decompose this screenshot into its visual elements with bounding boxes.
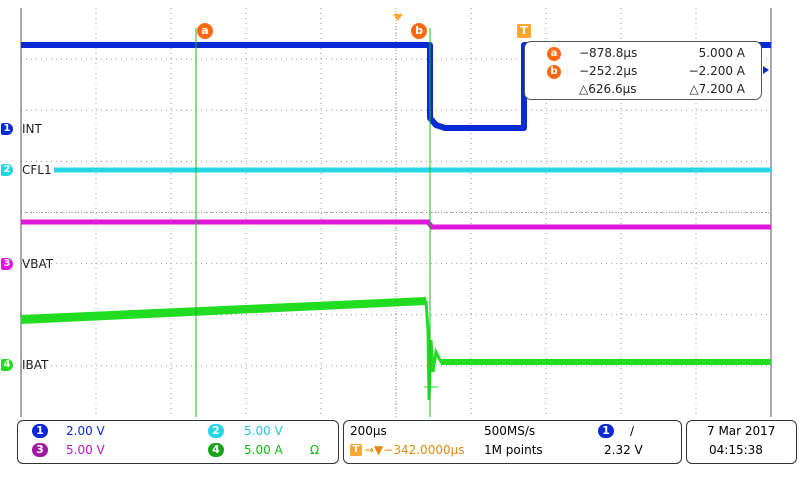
date: 7 Mar 2017 — [707, 424, 776, 438]
timebase-value: 200µs — [350, 424, 387, 438]
trace-ch4-ibat-step — [424, 300, 771, 401]
ch4-scale: 5.00 A — [244, 443, 283, 457]
cursor-a-tag[interactable]: a — [197, 23, 213, 39]
readout-row-a: a −878.8µs 5.000 A — [525, 46, 761, 64]
ch3-scale: 5.00 V — [66, 443, 105, 457]
channel-3-label: VBAT — [22, 257, 54, 271]
sample-rate: 500MS/s — [484, 424, 536, 438]
oscilloscope-display: a b T 1 INT 2 CFL1 3 VBAT 4 IBAT a −878.… — [1, 8, 772, 417]
channel-2-label: CFL1 — [22, 163, 52, 177]
trigger-position: →▼−342.0000µs — [364, 443, 465, 457]
datetime-panel: 7 Mar 2017 04:15:38 — [686, 420, 797, 464]
ch2-scale: 5.00 V — [244, 424, 283, 438]
readout-row-b: b −252.2µs −2.200 A — [525, 64, 761, 82]
cursor-readout-box: a −878.8µs 5.000 A b −252.2µs −2.200 A △… — [524, 41, 762, 100]
channel-3-marker[interactable]: 3 — [1, 258, 13, 270]
trigger-position-marker — [393, 14, 403, 21]
trigger-position-icon: T — [350, 444, 362, 456]
readout-b-value: −2.200 A — [688, 64, 745, 78]
graticule — [21, 8, 771, 417]
trace-ch3-vbat — [21, 219, 771, 230]
status-bar: 1 2.00 V 2 5.00 V 3 5.00 V 4 5.00 A Ω 20… — [0, 420, 800, 480]
trigger-slope-icon: ∕ — [630, 424, 635, 438]
channel-4-label: IBAT — [22, 358, 49, 372]
readout-delta-value: △7.200 A — [689, 82, 745, 96]
ch4-impedance-icon: Ω — [310, 443, 320, 457]
channel-1-label: INT — [22, 122, 42, 136]
readout-a-value: 5.000 A — [698, 46, 745, 60]
record-length: 1M points — [484, 443, 543, 457]
ch1-scale: 2.00 V — [66, 424, 105, 438]
trigger-source-chip[interactable]: 1 — [598, 424, 614, 438]
ch4-chip[interactable]: 4 — [208, 443, 224, 457]
readout-a-tag: a — [547, 47, 561, 61]
ch3-chip[interactable]: 3 — [32, 443, 48, 457]
readout-b-time: −252.2µs — [579, 64, 638, 78]
channel-2-marker[interactable]: 2 — [1, 164, 13, 176]
trigger-tag: T — [517, 24, 531, 38]
readout-a-time: −878.8µs — [579, 46, 638, 60]
timebase-panel[interactable]: 200µs 500MS/s 1 ∕ T →▼−342.0000µs 1M poi… — [343, 420, 682, 464]
ch1-chip[interactable]: 1 — [32, 424, 48, 438]
readout-delta-time: △626.6µs — [579, 82, 637, 96]
vertical-scale-panel[interactable]: 1 2.00 V 2 5.00 V 3 5.00 V 4 5.00 A Ω — [17, 420, 339, 464]
clock-time: 04:15:38 — [709, 443, 763, 457]
trigger-level-marker — [763, 66, 769, 74]
ch2-chip[interactable]: 2 — [208, 424, 224, 438]
readout-row-delta: △626.6µs △7.200 A — [525, 82, 761, 100]
channel-4-marker[interactable]: 4 — [1, 359, 13, 371]
trace-ch4-ibat-ramp — [21, 297, 427, 324]
cursor-b-tag[interactable]: b — [411, 23, 427, 39]
readout-b-tag: b — [547, 65, 561, 79]
channel-1-marker[interactable]: 1 — [1, 123, 13, 135]
trigger-level: 2.32 V — [604, 443, 643, 457]
